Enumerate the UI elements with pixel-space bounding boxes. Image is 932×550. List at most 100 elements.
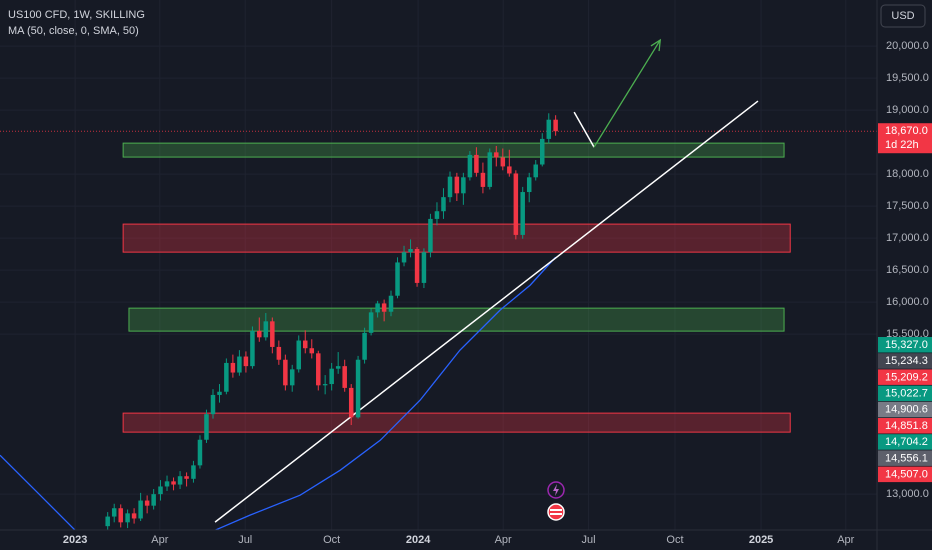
candle-body [408, 248, 413, 253]
candle-body [270, 321, 275, 347]
candle-body [230, 362, 236, 373]
y-tick-label: 13,000.0 [886, 488, 929, 500]
zone [122, 412, 791, 433]
candle-body [197, 439, 203, 466]
x-tick-label: Apr [495, 534, 512, 546]
price-tag-label: 15,234.3 [885, 355, 928, 367]
candle-body [342, 366, 347, 388]
candle-body [171, 481, 176, 485]
candle-body [362, 332, 367, 360]
price-tag [878, 385, 932, 402]
price-tag-label: 14,851.8 [885, 420, 928, 432]
flag-icon[interactable] [547, 503, 565, 521]
candle-body [164, 481, 170, 487]
x-tick-label: Jul [582, 534, 596, 546]
candle-body [184, 476, 189, 479]
candle-body [513, 173, 519, 235]
price-tag [878, 369, 932, 385]
candle-body [316, 353, 321, 386]
candle-body [421, 252, 427, 283]
candle-body [348, 387, 354, 418]
candle-body [381, 303, 387, 312]
candle-body [151, 494, 156, 506]
currency-button[interactable] [880, 4, 926, 28]
x-tick-label: 2025 [749, 534, 773, 546]
price-tag-label: 14,704.2 [885, 436, 928, 448]
zone [122, 142, 785, 158]
y-tick-label: 19,000.0 [886, 104, 929, 116]
candle-body [540, 138, 545, 165]
currency-label: USD [891, 10, 914, 22]
last-price-tag [878, 123, 932, 154]
plot-area [0, 38, 877, 530]
candle-body [138, 500, 143, 519]
flag-stripe [550, 509, 562, 511]
candle-body [263, 321, 269, 338]
candle-body [125, 513, 130, 523]
price-tag [878, 418, 932, 434]
candle-body [276, 346, 282, 360]
trend-line [214, 100, 759, 523]
candle-body [388, 295, 394, 312]
candle-body [303, 340, 308, 349]
price-tag-label: 14,556.1 [885, 452, 928, 464]
axes: 13,000.015,500.016,000.016,500.017,000.0… [63, 40, 932, 546]
x-tick-label: Oct [323, 534, 340, 546]
moving-average [0, 256, 557, 530]
x-tick-label: 2023 [63, 534, 87, 546]
candle-body [434, 211, 440, 219]
arrow-head [650, 38, 662, 52]
candle-body [428, 218, 433, 253]
candle-body [368, 312, 374, 333]
y-tick-label: 18,000.0 [886, 168, 929, 180]
candle-body [335, 366, 341, 369]
candle-body [494, 152, 499, 158]
price-tag-label: 14,900.6 [885, 404, 928, 416]
candle-body [467, 154, 473, 178]
candle-body [283, 359, 288, 386]
zone [128, 307, 785, 332]
candle-body [210, 394, 216, 415]
candle-body [546, 119, 552, 139]
projection-up [593, 39, 661, 148]
candle-body [250, 330, 255, 367]
price-tag [878, 401, 932, 418]
candle-body [441, 197, 446, 212]
candle-body [395, 262, 400, 296]
candle-body [454, 176, 460, 194]
candle-body [401, 252, 407, 263]
y-tick-label: 17,000.0 [886, 232, 929, 244]
last-price-label: 18,670.0 [885, 125, 928, 137]
x-tick-label: 2024 [406, 534, 431, 546]
candle-body [329, 368, 334, 385]
candle-body [355, 359, 361, 418]
candle-body [237, 356, 242, 373]
candle-body [414, 248, 420, 283]
candle-body [520, 192, 525, 235]
candle-body [105, 516, 110, 527]
price-tag [878, 466, 932, 483]
candle-body [507, 166, 512, 174]
candle-body [131, 513, 137, 519]
candle-body [487, 152, 493, 187]
y-tick-label: 16,000.0 [886, 296, 929, 308]
candle-body [461, 177, 466, 194]
candle-body [447, 176, 453, 198]
candle-body [158, 486, 163, 495]
y-tick-label: 19,500.0 [886, 72, 929, 84]
price-tag-label: 15,209.2 [885, 371, 928, 383]
projection-down [573, 111, 595, 148]
price-tag [878, 337, 932, 353]
candle-body [177, 476, 183, 485]
y-tick-label: 16,500.0 [886, 264, 929, 276]
lightning-glyph [553, 484, 559, 496]
candle-body [375, 303, 380, 313]
price-tag-label: 14,507.0 [885, 469, 928, 481]
price-tag [878, 450, 932, 466]
event-icons [547, 481, 565, 521]
candle-body [500, 157, 506, 167]
candle-body [289, 369, 295, 386]
price-tag-label: 15,022.7 [885, 388, 928, 400]
